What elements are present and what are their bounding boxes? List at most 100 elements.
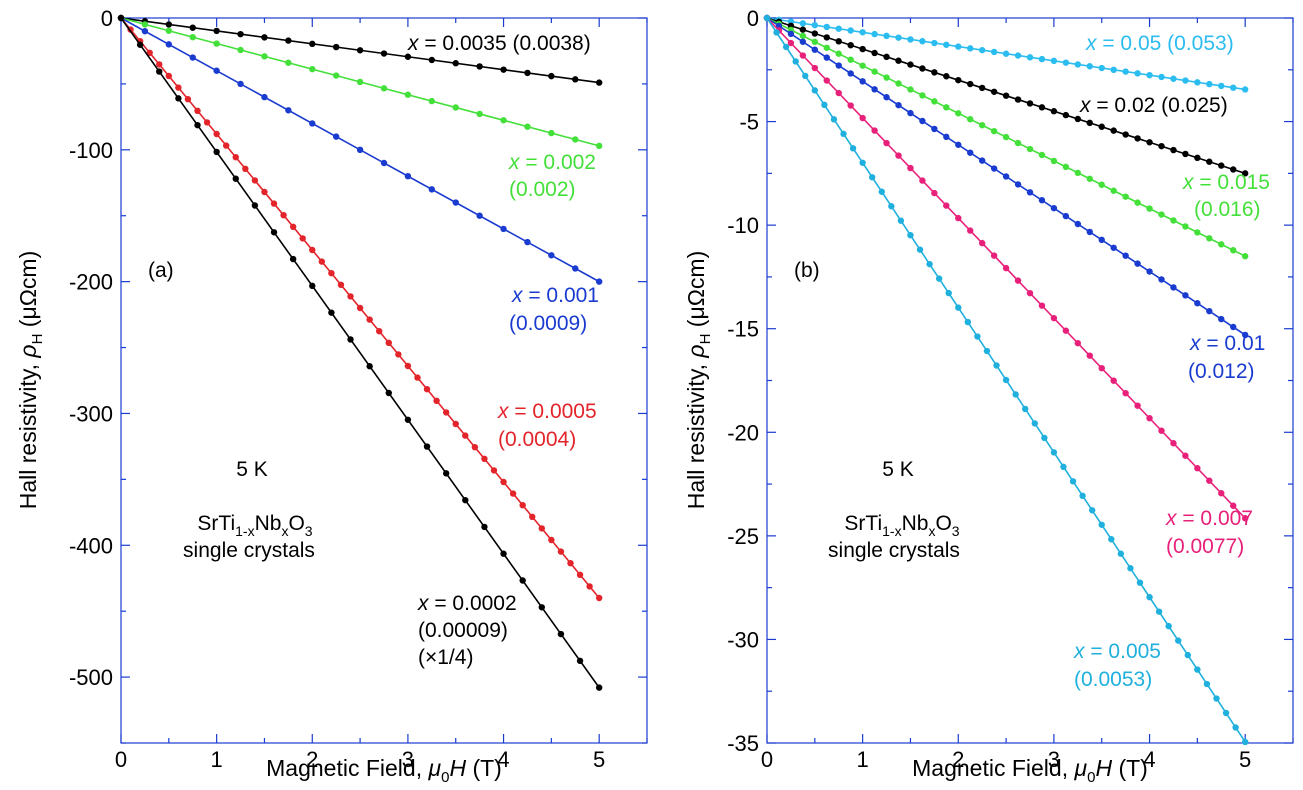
material-label: SrTi1-xNbxO3 xyxy=(844,512,959,539)
data-point xyxy=(289,223,297,230)
data-point xyxy=(548,252,555,259)
series-label-1: x = 0.02 (0.025) xyxy=(1079,94,1228,117)
data-point xyxy=(538,604,545,611)
data-point xyxy=(990,252,998,259)
data-point xyxy=(847,56,854,63)
data-point xyxy=(943,133,950,141)
data-point xyxy=(967,80,974,88)
series-3 xyxy=(763,14,1249,339)
data-point xyxy=(1241,170,1249,177)
data-point xyxy=(871,127,878,134)
data-point xyxy=(1086,63,1093,70)
data-point xyxy=(309,246,316,254)
y-tick-label: -5 xyxy=(739,110,759,135)
panel-label: (b) xyxy=(794,259,820,282)
data-point xyxy=(895,101,902,109)
data-point xyxy=(404,172,412,180)
data-point xyxy=(471,444,479,451)
data-point xyxy=(1122,68,1129,75)
data-point xyxy=(1158,142,1165,150)
data-point xyxy=(318,258,326,265)
data-point xyxy=(1098,181,1105,188)
data-point xyxy=(978,239,986,247)
data-point xyxy=(251,202,259,209)
data-point xyxy=(1146,415,1153,422)
data-point xyxy=(380,159,388,167)
data-point xyxy=(1038,104,1046,111)
data-point xyxy=(943,202,950,209)
data-point xyxy=(895,80,902,87)
data-point xyxy=(847,102,854,109)
data-point xyxy=(1241,331,1249,339)
series-4 xyxy=(117,14,603,691)
data-point xyxy=(878,188,885,195)
data-point xyxy=(184,96,192,103)
data-point xyxy=(213,148,220,156)
data-point xyxy=(213,130,220,138)
data-point xyxy=(1050,57,1058,65)
data-point xyxy=(1158,211,1165,218)
data-point xyxy=(242,165,249,172)
data-point xyxy=(1014,96,1022,103)
data-point xyxy=(859,114,866,122)
data-point xyxy=(967,227,974,234)
data-point xyxy=(1182,223,1189,230)
data-point xyxy=(1194,666,1201,673)
data-point xyxy=(1230,247,1237,254)
y-tick-label: -400 xyxy=(69,533,113,558)
x-tick-label: 5 xyxy=(1239,747,1251,772)
data-point xyxy=(476,63,483,70)
data-point xyxy=(1038,302,1046,309)
data-point xyxy=(237,30,244,38)
data-point xyxy=(1041,434,1048,442)
data-point xyxy=(1002,173,1010,180)
data-point xyxy=(404,416,412,423)
data-point xyxy=(156,61,163,68)
data-point xyxy=(572,136,579,143)
data-point xyxy=(261,34,268,41)
data-point xyxy=(883,74,890,81)
data-point xyxy=(428,97,436,105)
data-point xyxy=(194,107,201,115)
data-point xyxy=(1170,440,1177,447)
data-point xyxy=(519,577,526,584)
data-point xyxy=(1194,229,1201,236)
data-point xyxy=(1038,55,1046,63)
series-group xyxy=(117,14,603,691)
data-point xyxy=(500,117,507,124)
data-point xyxy=(237,80,244,88)
x-tick-label: 1 xyxy=(211,747,223,772)
data-point xyxy=(1026,100,1034,107)
series-label-1: x = 0.002 xyxy=(508,151,596,174)
data-point xyxy=(931,189,938,197)
data-point xyxy=(404,53,412,60)
data-point xyxy=(943,104,950,111)
data-point xyxy=(847,70,854,77)
series-label-2: x = 0.001 xyxy=(511,284,599,307)
data-point xyxy=(1014,277,1022,284)
data-point xyxy=(1110,187,1117,194)
x-tick-label: 4 xyxy=(497,747,509,772)
data-point xyxy=(1155,608,1163,615)
data-point xyxy=(423,386,431,393)
data-point xyxy=(823,44,830,51)
data-point xyxy=(799,26,807,33)
x-tick-labels: 0 1 2 3 4 5 xyxy=(115,747,605,772)
data-point xyxy=(1074,115,1082,123)
data-point xyxy=(799,20,807,27)
data-point xyxy=(1026,54,1034,61)
data-point xyxy=(919,92,926,99)
data-point xyxy=(395,351,402,358)
data-point xyxy=(442,409,450,416)
data-point xyxy=(811,87,819,94)
data-point xyxy=(1002,50,1010,57)
data-point xyxy=(557,548,565,555)
plot-frame xyxy=(120,17,648,744)
data-point xyxy=(1074,169,1082,177)
data-point xyxy=(1170,284,1177,291)
y-tick-label: -30 xyxy=(727,627,759,652)
data-point xyxy=(1194,465,1201,472)
data-point xyxy=(548,536,555,544)
data-point xyxy=(524,123,531,130)
temperature-label: 5 K xyxy=(236,458,268,481)
